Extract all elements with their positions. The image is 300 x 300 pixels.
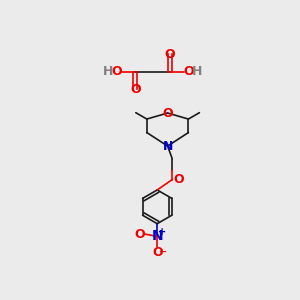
Text: N: N (162, 140, 173, 153)
Text: N: N (152, 230, 163, 243)
Text: −: − (159, 246, 167, 256)
Text: H: H (103, 65, 113, 78)
Text: O: O (112, 65, 122, 78)
Text: O: O (135, 228, 145, 241)
Text: H: H (192, 65, 202, 78)
Text: O: O (130, 82, 141, 96)
Text: O: O (162, 106, 173, 119)
Text: O: O (173, 173, 184, 186)
Text: O: O (152, 246, 163, 259)
Text: +: + (158, 227, 166, 237)
Text: O: O (165, 48, 175, 61)
Text: O: O (183, 65, 194, 78)
